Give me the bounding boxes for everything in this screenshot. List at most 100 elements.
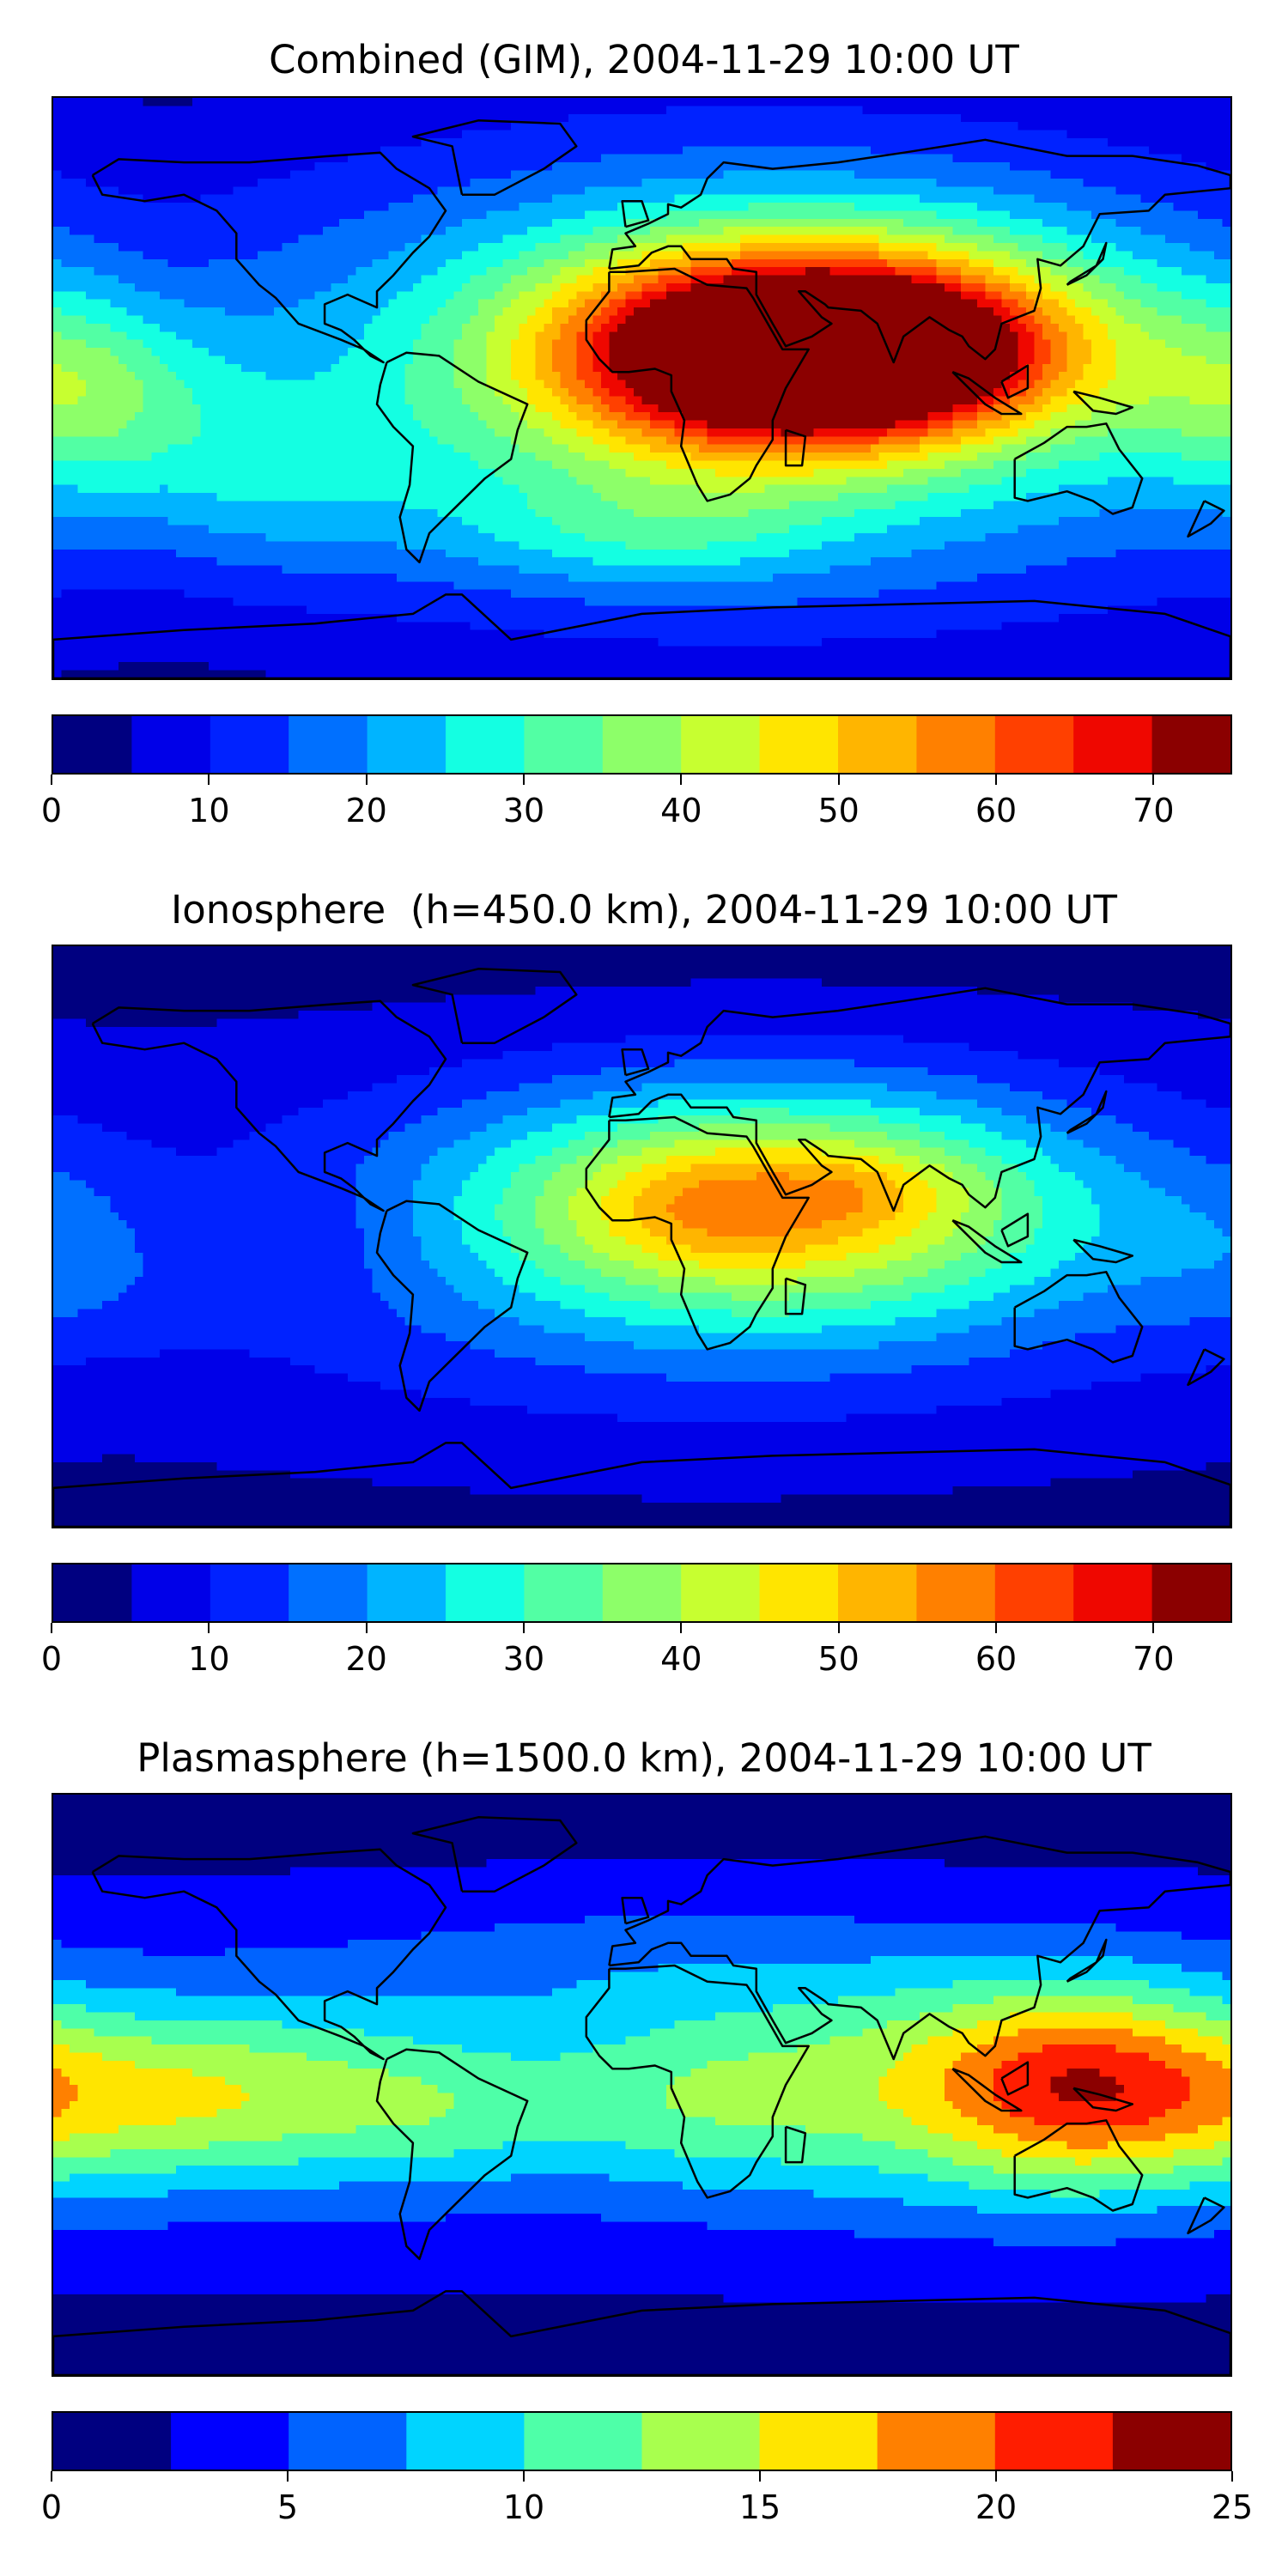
heatmap-cell xyxy=(200,203,210,212)
heatmap-cell xyxy=(70,307,79,317)
heatmap-cell xyxy=(388,315,398,325)
heatmap-cell xyxy=(1059,331,1068,341)
heatmap-cell xyxy=(462,154,471,163)
heatmap-cell xyxy=(462,122,471,131)
heatmap-cell xyxy=(355,178,365,187)
heatmap-cell xyxy=(77,227,87,236)
heatmap-cell xyxy=(927,154,937,163)
heatmap-cell xyxy=(314,178,324,187)
heatmap-cell xyxy=(788,243,798,252)
heatmap-cell xyxy=(428,251,439,260)
heatmap-cell xyxy=(1189,348,1199,357)
heatmap-cell xyxy=(936,98,945,106)
heatmap-cell xyxy=(846,106,855,115)
heatmap-cell xyxy=(772,227,781,236)
heatmap-cell xyxy=(936,170,945,179)
heatmap-cell xyxy=(1157,146,1166,155)
heatmap-cell xyxy=(1001,170,1011,179)
heatmap-cell xyxy=(249,113,258,123)
heatmap-cell xyxy=(1157,315,1166,325)
heatmap-cell xyxy=(1115,339,1125,349)
heatmap-cell xyxy=(249,210,258,220)
heatmap-cell xyxy=(1050,251,1060,260)
heatmap-cell xyxy=(969,331,978,341)
heatmap-cell xyxy=(609,372,618,381)
heatmap-cell xyxy=(331,348,340,357)
heatmap-cell xyxy=(592,234,602,244)
heatmap-cell xyxy=(1108,291,1117,301)
heatmap-cell xyxy=(862,258,872,268)
heatmap-cell xyxy=(985,137,994,147)
heatmap-cell xyxy=(502,210,512,220)
heatmap-cell xyxy=(797,307,806,317)
heatmap-cell xyxy=(1059,275,1068,284)
heatmap-cell xyxy=(143,162,152,172)
heatmap-cell xyxy=(1042,218,1052,228)
heatmap-cell xyxy=(846,258,855,268)
heatmap-cell xyxy=(707,194,716,204)
heatmap-cell xyxy=(1025,194,1036,204)
heatmap-cell xyxy=(895,283,904,292)
heatmap-cell xyxy=(920,355,929,365)
heatmap-cell xyxy=(1189,178,1199,187)
heatmap-cell xyxy=(846,315,855,325)
heatmap-cell xyxy=(1009,130,1019,139)
heatmap-cell xyxy=(993,307,1003,317)
heatmap-cell xyxy=(258,162,267,172)
heatmap-cell xyxy=(1197,178,1207,187)
heatmap-cell xyxy=(560,372,569,381)
heatmap-cell xyxy=(1222,283,1230,292)
heatmap-cell xyxy=(527,162,537,172)
heatmap-cell xyxy=(838,243,848,252)
heatmap-cell xyxy=(584,348,593,357)
heatmap-cell xyxy=(167,307,177,317)
heatmap-cell xyxy=(560,267,569,276)
heatmap-cell xyxy=(240,130,251,139)
heatmap-cell xyxy=(683,130,692,139)
heatmap-cell xyxy=(159,227,168,236)
heatmap-cell xyxy=(1140,258,1150,268)
heatmap-cell xyxy=(781,291,790,301)
heatmap-cell xyxy=(813,315,823,325)
heatmap-cell xyxy=(592,227,602,236)
heatmap-cell xyxy=(641,194,651,204)
heatmap-cell xyxy=(511,339,520,349)
heatmap-cell xyxy=(249,283,258,292)
heatmap-cell xyxy=(1115,323,1125,332)
heatmap-cell xyxy=(290,218,300,228)
heatmap-cell xyxy=(159,137,168,147)
heatmap-cell xyxy=(878,315,888,325)
heatmap-cell xyxy=(135,154,144,163)
heatmap-cell xyxy=(1034,234,1043,244)
heatmap-cell xyxy=(927,307,937,317)
heatmap-cell xyxy=(871,137,880,147)
heatmap-cell xyxy=(102,234,112,244)
heatmap-cell xyxy=(560,186,569,196)
heatmap-cell xyxy=(184,283,193,292)
heatmap-cell xyxy=(1091,243,1101,252)
heatmap-cell xyxy=(224,355,234,365)
heatmap-cell xyxy=(1091,251,1101,260)
heatmap-cell xyxy=(748,218,757,228)
heatmap-cell xyxy=(1132,323,1141,332)
heatmap-cell xyxy=(347,363,356,373)
heatmap-cell xyxy=(846,146,855,155)
heatmap-cell xyxy=(748,106,757,115)
heatmap-cell xyxy=(674,154,683,163)
heatmap-cell xyxy=(61,275,70,284)
heatmap-cell xyxy=(470,355,479,365)
heatmap-cell xyxy=(1197,258,1207,268)
heatmap-cell xyxy=(502,267,512,276)
heatmap-cell xyxy=(592,210,602,220)
heatmap-cell xyxy=(609,186,618,196)
heatmap-cell xyxy=(674,315,683,325)
heatmap-cell xyxy=(421,251,430,260)
heatmap-cell xyxy=(323,122,332,131)
heatmap-cell xyxy=(584,178,593,187)
heatmap-cell xyxy=(584,130,593,139)
heatmap-cell xyxy=(143,363,152,373)
heatmap-cell xyxy=(428,355,439,365)
heatmap-cell xyxy=(1075,186,1084,196)
heatmap-cell xyxy=(249,106,258,115)
heatmap-cell xyxy=(936,194,945,204)
